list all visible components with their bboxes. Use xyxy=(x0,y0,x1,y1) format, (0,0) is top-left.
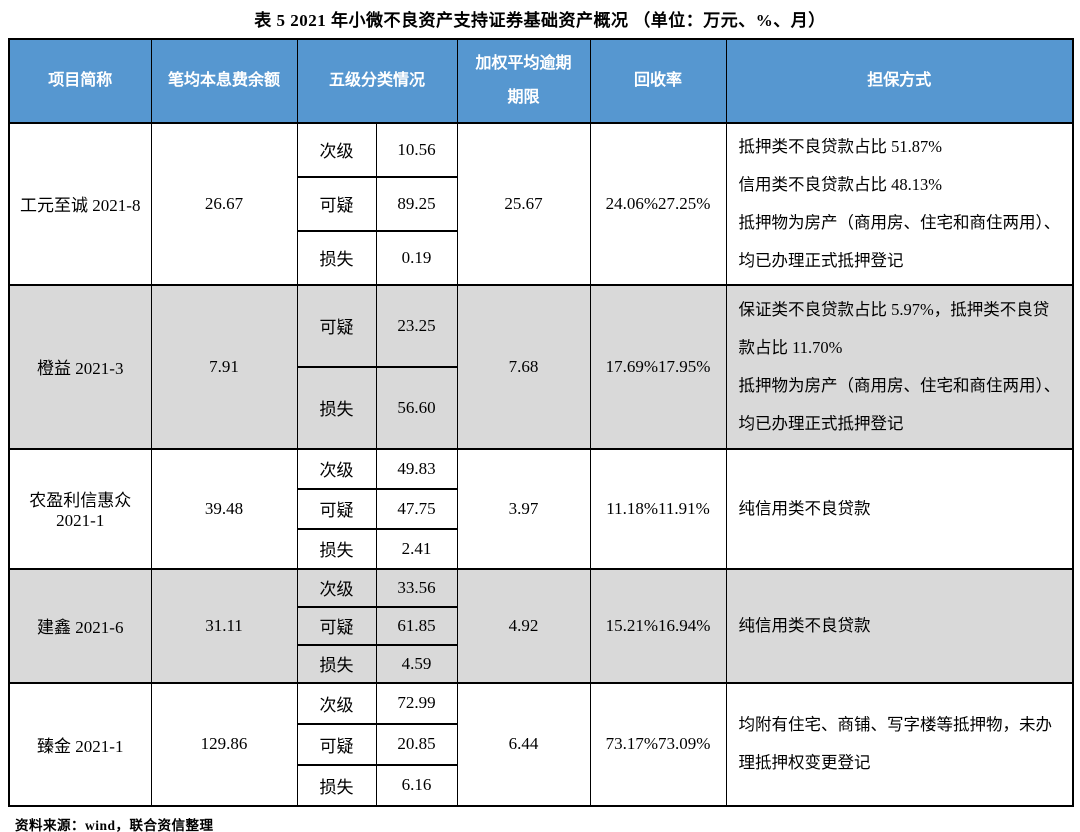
source-note: 资料来源：wind，联合资信整理 xyxy=(15,817,214,832)
guarantee-cell: 均附有住宅、商铺、写字楼等抵押物，未办理抵押权变更登记 xyxy=(725,682,1074,807)
overdue-cell: 6.44 xyxy=(456,682,591,807)
guarantee-line: 抵押类不良贷款占比 51.87% xyxy=(738,137,943,156)
project-name-cell: 建鑫 2021-6 xyxy=(8,568,152,684)
table-row: 工元至诚 2021-8 26.67 次级 10.56 25.67 24.06%2… xyxy=(8,122,1074,286)
recovery-cell: 73.17%73.09% xyxy=(589,682,727,807)
guarantee-cell: 保证类不良贷款占比 5.97%，抵押类不良贷款占比 11.70% 抵押物为房产（… xyxy=(725,284,1074,450)
class-label-cell: 可疑 xyxy=(296,487,377,530)
header-project: 项目简称 xyxy=(8,38,152,124)
guarantee-line: 信用类不良贷款占比 48.13% xyxy=(738,174,943,194)
class-value-cell: 56.60 xyxy=(375,365,458,450)
assets-table: 项目简称 笔均本息费余额 五级分类情况 加权平均逾期期限 回收率 担保方式 工元… xyxy=(8,38,1075,807)
class-value-cell: 33.56 xyxy=(375,568,458,608)
class-value-cell: 47.75 xyxy=(375,487,458,530)
project-name-cell: 工元至诚 2021-8 xyxy=(8,122,152,286)
class-label-cell: 次级 xyxy=(296,122,377,178)
class-label-cell: 损失 xyxy=(296,229,377,286)
class-label-cell: 可疑 xyxy=(296,605,377,646)
guarantee-line: 纯信用类不良贷款 xyxy=(738,615,871,635)
header-classification: 五级分类情况 xyxy=(296,38,458,124)
overdue-cell: 25.67 xyxy=(456,122,591,286)
recovery-cell: 24.06%27.25% xyxy=(589,122,727,286)
class-value-cell: 49.83 xyxy=(375,448,458,490)
class-label-cell: 可疑 xyxy=(296,284,377,368)
class-label-cell: 可疑 xyxy=(296,175,377,232)
balance-cell: 129.86 xyxy=(150,682,298,807)
class-value-cell: 20.85 xyxy=(375,722,458,766)
class-value-cell: 6.16 xyxy=(375,763,458,807)
class-label-cell: 损失 xyxy=(296,763,377,807)
overdue-cell: 7.68 xyxy=(456,284,591,450)
class-label-cell: 次级 xyxy=(296,448,377,490)
class-label-cell: 损失 xyxy=(296,527,377,570)
class-label-cell: 次级 xyxy=(296,682,377,725)
recovery-cell: 11.18%11.91% xyxy=(589,448,727,570)
header-overdue: 加权平均逾期期限 xyxy=(456,38,591,124)
class-value-cell: 23.25 xyxy=(375,284,458,368)
class-label-cell: 可疑 xyxy=(296,722,377,766)
guarantee-cell: 抵押类不良贷款占比 51.87% 信用类不良贷款占比 48.13% 抵押物为房产… xyxy=(725,122,1074,286)
class-value-cell: 0.19 xyxy=(375,229,458,286)
guarantee-line: 保证类不良贷款占比 5.97%，抵押类不良贷款占比 11.70% xyxy=(738,299,1050,357)
project-name-cell: 橙益 2021-3 xyxy=(8,284,152,450)
guarantee-line: 纯信用类不良贷款 xyxy=(738,498,871,518)
overdue-cell: 3.97 xyxy=(456,448,591,570)
guarantee-line: 均附有住宅、商铺、写字楼等抵押物，未办理抵押权变更登记 xyxy=(738,715,1053,773)
guarantee-cell: 纯信用类不良贷款 xyxy=(725,568,1074,684)
class-value-cell: 89.25 xyxy=(375,175,458,232)
class-value-cell: 10.56 xyxy=(375,122,458,178)
balance-cell: 7.91 xyxy=(150,284,298,450)
class-value-cell: 61.85 xyxy=(375,605,458,646)
class-label-cell: 损失 xyxy=(296,643,377,684)
header-recovery: 回收率 xyxy=(589,38,727,124)
project-name-cell: 臻金 2021-1 xyxy=(8,682,152,807)
guarantee-line: 抵押物为房产（商用房、住宅和商住两用）、均已办理正式抵押登记 xyxy=(738,212,1061,270)
recovery-cell: 17.69%17.95% xyxy=(589,284,727,450)
table-row: 建鑫 2021-6 31.11 次级 33.56 4.92 15.21%16.9… xyxy=(8,568,1074,684)
class-value-cell: 4.59 xyxy=(375,643,458,684)
balance-cell: 39.48 xyxy=(150,448,298,570)
guarantee-cell: 纯信用类不良贷款 xyxy=(725,448,1074,570)
project-name-cell: 农盈利信惠众 2021-1 xyxy=(8,448,152,570)
table-row: 农盈利信惠众 2021-1 39.48 次级 49.83 3.97 11.18%… xyxy=(8,448,1074,570)
table-header: 项目简称 笔均本息费余额 五级分类情况 加权平均逾期期限 回收率 担保方式 xyxy=(8,38,1074,124)
header-guarantee: 担保方式 xyxy=(725,38,1074,124)
class-value-cell: 2.41 xyxy=(375,527,458,570)
balance-cell: 26.67 xyxy=(150,122,298,286)
overdue-cell: 4.92 xyxy=(456,568,591,684)
class-value-cell: 72.99 xyxy=(375,682,458,725)
header-balance: 笔均本息费余额 xyxy=(150,38,298,124)
guarantee-line: 抵押物为房产（商用房、住宅和商住两用）、均已办理正式抵押登记 xyxy=(738,375,1061,433)
class-label-cell: 损失 xyxy=(296,365,377,450)
class-label-cell: 次级 xyxy=(296,568,377,608)
table-row: 橙益 2021-3 7.91 可疑 23.25 7.68 17.69%17.95… xyxy=(8,284,1074,450)
recovery-cell: 15.21%16.94% xyxy=(589,568,727,684)
balance-cell: 31.11 xyxy=(150,568,298,684)
table-title: 表 5 2021 年小微不良资产支持证券基础资产概况 （单位：万元、%、月） xyxy=(254,11,826,30)
table-row: 臻金 2021-1 129.86 次级 72.99 6.44 73.17%73.… xyxy=(8,682,1074,807)
